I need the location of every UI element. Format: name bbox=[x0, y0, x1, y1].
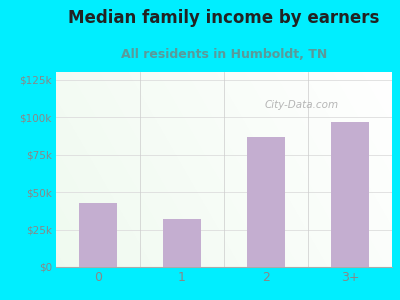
Text: All residents in Humboldt, TN: All residents in Humboldt, TN bbox=[121, 48, 327, 61]
Bar bbox=[79, 202, 117, 267]
Bar bbox=[163, 219, 201, 267]
Bar bbox=[247, 136, 285, 267]
Text: City-Data.com: City-Data.com bbox=[264, 100, 338, 110]
Bar bbox=[331, 122, 369, 267]
Text: Median family income by earners: Median family income by earners bbox=[68, 9, 380, 27]
